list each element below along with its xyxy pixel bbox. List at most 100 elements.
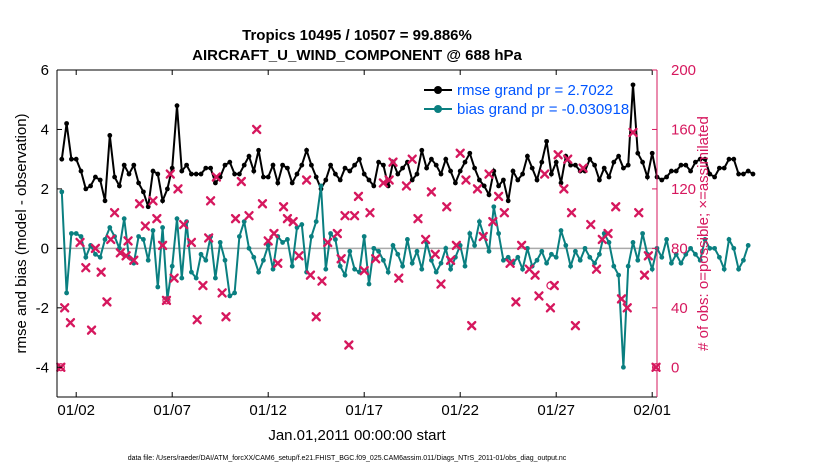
rmse-point [313, 174, 319, 180]
bias-point [433, 269, 439, 275]
bias-point [121, 216, 127, 222]
rmse-point [213, 180, 218, 186]
bias-point [59, 189, 65, 195]
obs-assimilated-marker [516, 240, 527, 251]
rmse-point [429, 156, 434, 162]
obs-assimilated-marker [96, 267, 106, 277]
rmse-point [702, 156, 708, 162]
obs-assimilated-marker [305, 270, 316, 280]
rmse-point [616, 153, 621, 159]
bias-point [606, 240, 612, 245]
bias-point [501, 257, 506, 263]
obs-assimilated-marker [539, 169, 550, 179]
x-tick-label: 01/17 [345, 402, 383, 419]
obs-assimilated-marker [420, 234, 431, 245]
bias-point [664, 237, 669, 242]
rmse-point [678, 162, 684, 168]
legend-rmse-marker [424, 86, 452, 94]
rmse-point [126, 171, 132, 177]
obs-assimilated-marker [102, 297, 112, 307]
rmse-point [97, 177, 103, 183]
obs-assimilated-marker [499, 207, 510, 218]
rmse-point [520, 171, 525, 177]
obs-assimilated-marker [611, 202, 621, 212]
rmse-point [227, 159, 233, 165]
obs-assimilated-marker [186, 237, 197, 248]
bias-point [688, 245, 693, 251]
rmse-point [664, 174, 669, 180]
obs-assimilated-marker [244, 210, 254, 221]
obs-assimilated-marker [445, 255, 456, 265]
bias-point [174, 216, 180, 222]
obs-assimilated-marker [311, 312, 321, 322]
bias-point [697, 257, 703, 263]
rmse-point [299, 162, 305, 168]
bias-point [409, 260, 415, 266]
bias-point [539, 248, 545, 254]
rmse-point [78, 168, 84, 174]
y-right-tick-label: 0 [671, 359, 679, 376]
obs-assimilated-marker [566, 207, 577, 218]
bias-point [577, 257, 583, 263]
obs-assimilated-marker [282, 213, 293, 224]
bias-point [246, 245, 252, 251]
rmse-point [534, 177, 540, 183]
obs-assimilated-marker [344, 340, 354, 350]
obs-assimilated-marker [81, 262, 91, 273]
obs-assimilated-marker [75, 237, 85, 248]
bias-point [640, 231, 645, 236]
bias-point [597, 251, 602, 257]
rmse-point [693, 159, 698, 165]
obs-assimilated-marker [578, 163, 588, 173]
rmse-point [246, 153, 252, 159]
y-left-tick-label: 6 [41, 62, 49, 79]
obs-possible-marker [162, 296, 171, 305]
obs-assimilated-marker [353, 191, 364, 202]
bias-point [568, 263, 573, 269]
y-right-tick-label: 160 [671, 121, 696, 138]
rmse-point [323, 177, 329, 183]
bias-point [241, 219, 247, 225]
obs-assimilated-marker [65, 317, 76, 328]
obs-assimilated-marker [493, 191, 504, 202]
rmse-point [433, 162, 439, 168]
obs-assimilated-marker [106, 234, 116, 245]
rmse-point [145, 204, 151, 210]
rmse-point [285, 165, 290, 171]
rmse-point [597, 177, 602, 183]
series-layer [59, 82, 756, 370]
bias-point [625, 263, 631, 269]
bias-point [294, 225, 300, 230]
rmse-point [688, 168, 693, 174]
obs-assimilated-marker [205, 196, 216, 206]
bias-point [731, 245, 737, 251]
rmse-point [707, 171, 713, 177]
rmse-point [750, 171, 756, 177]
rmse-point [333, 171, 338, 177]
bias-point [741, 257, 746, 263]
bias-point [448, 266, 453, 272]
bias-point [726, 237, 732, 242]
obs-assimilated-marker [534, 291, 544, 301]
bias-point [270, 266, 276, 272]
y-left-tick-label: -4 [36, 359, 49, 376]
obs-assimilated-marker [221, 312, 231, 322]
chart-title: Tropics 10495 / 10507 = 99.886% AIRCRAFT… [192, 27, 522, 64]
rmse-point [467, 150, 473, 156]
rmse-point [443, 156, 449, 162]
legend-rmse-label: rmse grand pr = 2.7022 [457, 82, 613, 99]
rmse-point [117, 183, 122, 189]
bias-point [693, 251, 698, 257]
bias-point [472, 242, 477, 248]
rmse-point [553, 159, 559, 165]
rmse-point [721, 165, 727, 171]
bias-point [97, 254, 103, 260]
bias-point [525, 245, 530, 251]
obs-assimilated-marker [192, 315, 202, 325]
rmse-point [366, 177, 372, 183]
bias-point [289, 263, 295, 269]
obs-assimilated-marker [115, 248, 126, 258]
rmse-point [357, 156, 362, 162]
bias-line [60, 185, 750, 368]
bias-point [309, 234, 314, 239]
